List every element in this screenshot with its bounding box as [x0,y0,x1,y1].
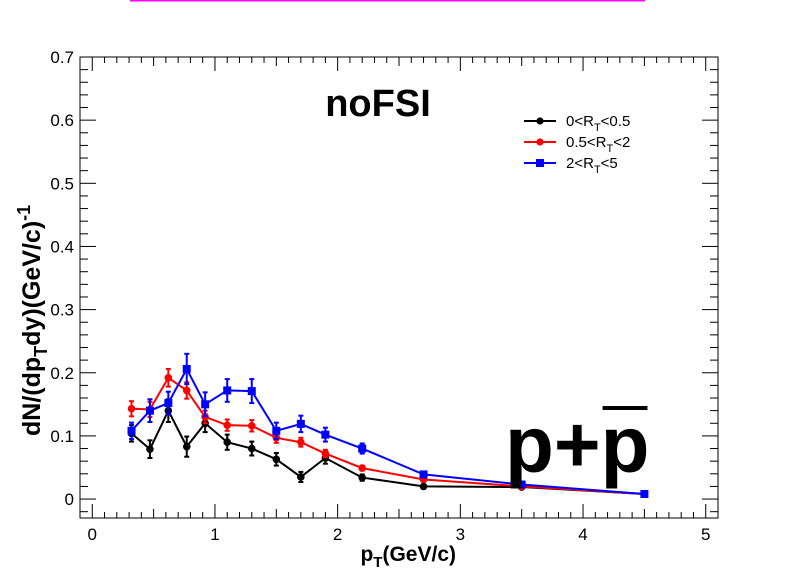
particle-annotation: p+p [505,400,649,489]
legend: 0<RT<0.50.5<RT<22<RT<5 [524,113,630,176]
data-point [419,482,428,491]
y-tick-label: 0.7 [50,48,74,67]
data-point [223,438,232,447]
series-2 [127,352,649,499]
axes-layer: 0 1 2 3 4 5 0 0.1 0.2 0.3 0.4 0.5 0.6 0.7 [50,48,719,544]
data-point [164,399,173,408]
legend-marker [536,159,544,167]
legend-entry: 0<RT<0.5 [524,113,630,134]
x-tick-label: 5 [701,525,710,544]
data-point [358,473,366,482]
series-line [130,366,645,495]
data-point [127,426,136,435]
legend-label: 0<RT<0.5 [566,113,630,134]
data-point [145,406,154,415]
data-point [164,374,173,382]
y-tick-label: 0.6 [50,111,74,130]
annotation-overlined: p [601,400,650,489]
x-tick-label: 2 [333,525,342,544]
data-point [419,470,428,479]
legend-entry: 2<RT<5 [524,155,618,176]
y-tick-label: 0 [65,490,74,509]
data-point [517,480,526,489]
y-tick-label: 0.1 [50,427,74,446]
annotation-base: p+p [505,400,649,489]
data-point [247,422,256,430]
data-point [640,490,649,499]
data-point [296,419,305,428]
series-line [130,408,645,496]
data-point [247,444,256,453]
data-point [358,444,367,453]
data-point [182,386,191,395]
x-tick-label: 0 [88,525,97,544]
data-point [272,455,281,464]
chart-title: noFSI [325,83,431,125]
y-tick-label: 0.3 [50,301,74,320]
data-point [182,364,191,373]
y-axis-label: dN/(dpTdy)(GeV/c)-1 [14,205,51,436]
series-layer [127,352,649,499]
data-point [223,386,232,395]
legend-label: 2<RT<5 [566,155,618,176]
data-point [321,449,330,458]
x-tick-label: 3 [456,525,465,544]
data-point [223,421,232,429]
legend-marker [536,138,544,146]
y-tick-label: 0.4 [50,237,74,256]
data-point [321,430,330,439]
data-point [247,387,256,396]
legend-marker [536,117,544,125]
y-tick-label: 0.2 [50,364,74,383]
x-tick-label: 1 [210,525,219,544]
data-point [297,438,305,447]
data-point [201,400,210,409]
data-point [127,404,136,413]
x-tick-label: 4 [578,525,587,544]
data-point [182,442,191,451]
legend-entry: 0.5<RT<2 [524,134,630,155]
data-point [146,445,154,453]
data-point [297,473,305,481]
y-tick-label: 0.5 [50,174,74,193]
data-point [272,426,281,435]
data-point [358,464,366,472]
x-axis-label: pT(GeV/c) [360,543,456,571]
legend-label: 0.5<RT<2 [566,134,630,155]
